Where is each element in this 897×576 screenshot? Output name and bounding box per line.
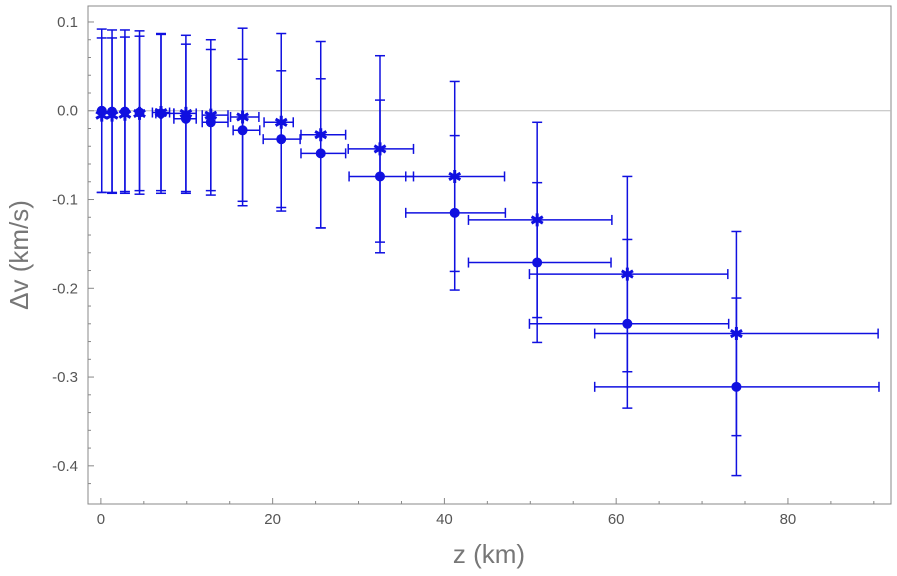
y-tick-label: -0.3 — [52, 369, 78, 386]
data-point-star — [236, 110, 249, 124]
plot-frame — [87, 5, 892, 505]
data-point-star — [530, 213, 544, 227]
data-point-star — [314, 128, 328, 142]
data-point-star — [133, 106, 146, 120]
series-circle — [96, 28, 880, 477]
data-point-star — [204, 108, 218, 122]
y-tick-label: -0.2 — [52, 280, 78, 297]
data-point-star — [118, 107, 132, 121]
y-axis: 0.1 0.0 -0.1 -0.2 -0.3 -0.4 — [52, 14, 94, 485]
x-tick-label: 0 — [97, 511, 105, 528]
data-point-star — [373, 142, 387, 156]
data-point-star — [274, 115, 288, 129]
y-tick-label: -0.1 — [52, 192, 78, 209]
data-point-star — [179, 106, 193, 120]
x-axis: 0 20 40 60 80 — [97, 498, 875, 528]
y-axis-title: Δv (km/s) — [4, 200, 34, 310]
data-point-star — [105, 108, 119, 122]
x-tick-label: 80 — [780, 511, 797, 528]
x-tick-label: 60 — [608, 511, 625, 528]
y-tick-label: 0.1 — [57, 14, 78, 31]
x-tick-label: 40 — [436, 511, 453, 528]
x-tick-label: 20 — [264, 511, 281, 528]
y-tick-label: 0.0 — [57, 103, 78, 120]
series-star — [95, 27, 879, 437]
data-point-star — [620, 267, 634, 281]
data-point-star — [154, 106, 168, 120]
x-axis-title: z (km) — [453, 539, 525, 569]
y-tick-label: -0.4 — [52, 458, 78, 475]
data-point-star — [448, 169, 462, 183]
data-point-star — [730, 327, 743, 341]
data-point-star — [95, 108, 109, 122]
